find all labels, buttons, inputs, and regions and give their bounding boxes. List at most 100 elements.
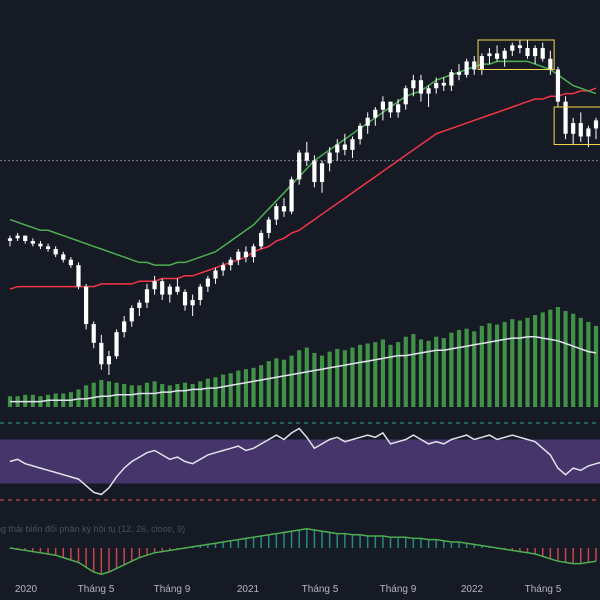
highlight-box <box>477 39 555 70</box>
candle <box>578 112 583 142</box>
oscillator-bar <box>252 537 255 548</box>
candle-body <box>175 286 180 292</box>
volume-bar <box>312 352 317 407</box>
candle <box>259 230 264 250</box>
oscillator-bar <box>534 548 536 554</box>
volume-bar <box>426 340 431 407</box>
volume-bar <box>213 377 218 407</box>
volume-bar <box>319 355 325 407</box>
volume-bar <box>449 332 454 407</box>
oscillator-bar <box>328 532 331 548</box>
volume-bar <box>593 325 599 407</box>
volume-bar <box>380 339 386 407</box>
volume-bar <box>563 311 568 407</box>
candle <box>418 74 424 102</box>
candle <box>15 232 20 241</box>
volume-bar <box>160 384 165 407</box>
oscillator-bar <box>283 532 285 548</box>
candle <box>502 48 507 67</box>
candle <box>540 42 545 62</box>
volume-bar <box>144 382 150 407</box>
volume-bar <box>274 358 279 407</box>
oscillator-bar <box>306 528 308 548</box>
volume-bar <box>388 344 393 407</box>
candle-body <box>479 56 484 70</box>
candle-body <box>129 308 134 322</box>
candle-body <box>464 61 469 75</box>
oscillator-bar <box>229 540 232 548</box>
volume-bar <box>418 339 424 407</box>
candle-body <box>266 219 271 233</box>
candle <box>30 238 35 247</box>
candle-body <box>418 80 424 94</box>
candle-body <box>350 139 355 150</box>
candle <box>456 64 462 81</box>
volume-bar <box>586 321 591 407</box>
oscillator-bar <box>382 536 384 548</box>
volume-pane <box>7 307 599 407</box>
candle <box>160 278 165 300</box>
volume-bar <box>251 367 256 407</box>
candle <box>510 42 515 57</box>
candle-body <box>388 101 393 113</box>
oscillator-bar <box>290 531 293 548</box>
candle <box>563 96 568 140</box>
candle <box>281 198 287 217</box>
volume-bar <box>137 385 142 407</box>
oscillator-bar <box>420 538 422 548</box>
oscillator-bar <box>275 533 278 548</box>
candle <box>289 176 294 215</box>
x-tick-label: 2021 <box>237 584 260 595</box>
candle <box>84 283 89 330</box>
candle-body <box>137 302 142 308</box>
candle <box>152 275 157 295</box>
volume-bar <box>182 382 188 407</box>
candle-body <box>122 321 127 333</box>
candle <box>7 235 13 247</box>
candle-body <box>61 254 66 260</box>
volume-bar <box>106 381 112 407</box>
candle <box>23 235 28 244</box>
candle <box>441 77 446 91</box>
volume-bar <box>205 378 210 407</box>
candle-body <box>228 259 233 266</box>
candle-body <box>411 80 416 89</box>
oscillator-bar <box>412 538 415 548</box>
candle <box>236 249 241 266</box>
candle <box>365 112 370 134</box>
volume-bar <box>220 374 226 407</box>
oscillator-bar <box>458 542 460 548</box>
candle <box>61 251 66 263</box>
volume-bar <box>228 373 233 407</box>
volume-bar <box>578 317 583 407</box>
candle <box>479 53 484 75</box>
candle-body <box>563 101 568 134</box>
oscillator-bar <box>70 548 72 560</box>
candle-body <box>312 160 317 183</box>
oscillator-bar <box>450 542 453 548</box>
volume-bar <box>350 347 355 407</box>
oscillator-bar <box>321 531 323 548</box>
volume-bar <box>236 370 241 407</box>
oscillator-bar <box>389 537 392 548</box>
candle <box>167 283 172 303</box>
oscillator-bar <box>39 548 42 553</box>
candle <box>517 40 522 54</box>
volume-bar <box>167 385 172 407</box>
oscillator-bar <box>397 537 399 548</box>
oscillator-bar <box>351 534 354 548</box>
candle <box>38 241 43 250</box>
candle <box>411 74 416 97</box>
oscillator-bar <box>443 540 445 548</box>
oscillator-bar <box>572 548 574 564</box>
candle-body <box>23 235 28 241</box>
candle <box>53 246 58 258</box>
candle-body <box>297 152 302 180</box>
candle <box>533 45 538 65</box>
oscillator-bar <box>587 548 590 563</box>
candle-body <box>540 48 545 59</box>
candle <box>137 299 142 317</box>
candle <box>335 139 340 161</box>
candle <box>350 136 355 158</box>
